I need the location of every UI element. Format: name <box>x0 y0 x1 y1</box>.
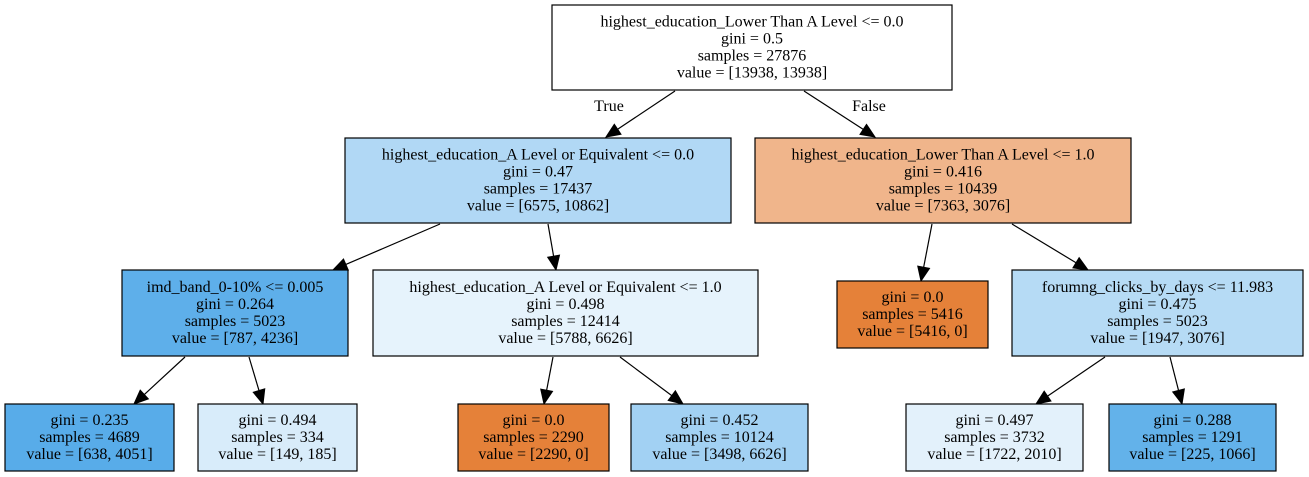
arrow-head <box>1034 390 1052 405</box>
edge-n4-n9 <box>546 356 554 391</box>
node-box <box>4 403 175 472</box>
node-box <box>344 137 732 224</box>
node-stat-line: value = [638, 4051] <box>26 446 152 463</box>
arrow-head <box>859 123 877 138</box>
node-stat-line: samples = 10124 <box>665 429 774 446</box>
node-stat-line: gini = 0.288 <box>1154 412 1232 429</box>
node-stat-line: gini = 0.0 <box>503 412 565 429</box>
node-stat-line: value = [6575, 10862] <box>467 198 609 215</box>
edge-n2-n5 <box>923 223 933 268</box>
node-box <box>1108 403 1277 472</box>
node-stat-line: samples = 27876 <box>698 48 807 65</box>
node-stat-line: value = [149, 185] <box>218 446 336 463</box>
tree-node-root: highest_education_Lower Than A Level <= … <box>551 4 953 91</box>
arrow-head <box>604 123 622 138</box>
arrow-head <box>133 389 150 405</box>
node-split-rule: highest_education_A Level or Equivalent … <box>409 279 721 296</box>
node-stat-line: samples = 1291 <box>1142 429 1243 446</box>
node-box <box>457 403 610 472</box>
node-stat-line: value = [787, 4236] <box>172 330 298 347</box>
tree-node-n2: highest_education_Lower Than A Level <= … <box>754 137 1132 224</box>
node-box <box>1011 269 1304 357</box>
edge-label-true: True <box>594 98 624 115</box>
node-split-rule: imd_band_0-10% <= 0.005 <box>147 279 324 296</box>
node-stat-line: gini = 0.47 <box>503 164 573 181</box>
tree-node-n4: highest_education_A Level or Equivalent … <box>372 269 759 357</box>
edge-n3-n7 <box>143 356 186 395</box>
arrow-head <box>1072 256 1090 271</box>
node-stat-line: gini = 0.494 <box>239 412 317 429</box>
edge-n1-n3 <box>345 223 441 266</box>
node-stat-line: value = [225, 1066] <box>1129 446 1255 463</box>
node-stat-line: samples = 5023 <box>1107 313 1208 330</box>
node-stat-line: value = [1947, 3076] <box>1090 330 1224 347</box>
node-box <box>121 269 349 357</box>
node-stat-line: gini = 0.452 <box>681 412 759 429</box>
node-stat-line: samples = 334 <box>231 429 324 446</box>
node-split-rule: highest_education_A Level or Equivalent … <box>382 147 694 164</box>
arrow-head <box>252 388 266 406</box>
edge-n3-n8 <box>248 356 260 391</box>
node-stat-line: samples = 4689 <box>39 429 140 446</box>
edge-label-false: False <box>852 98 886 115</box>
node-stat-line: samples = 12414 <box>511 313 620 330</box>
node-split-rule: highest_education_Lower Than A Level <= … <box>600 14 903 31</box>
node-stat-line: gini = 0.0 <box>882 289 944 306</box>
arrow-head <box>667 389 685 405</box>
node-stat-line: samples = 17437 <box>484 181 593 198</box>
arrow-head <box>546 254 561 272</box>
node-box <box>630 403 809 472</box>
node-split-rule: highest_education_Lower Than A Level <= … <box>791 147 1094 164</box>
node-box <box>372 269 759 357</box>
node-stat-line: gini = 0.498 <box>527 296 605 313</box>
node-stat-line: gini = 0.497 <box>956 412 1034 429</box>
tree-node-n1: highest_education_A Level or Equivalent … <box>344 137 732 224</box>
node-stat-line: value = [2290, 0] <box>478 446 588 463</box>
node-box <box>754 137 1132 224</box>
node-stat-line: value = [13938, 13938] <box>677 65 827 82</box>
node-stat-line: gini = 0.475 <box>1119 296 1197 313</box>
node-stat-line: value = [7363, 3076] <box>876 198 1010 215</box>
node-stat-line: samples = 2290 <box>483 429 584 446</box>
node-stat-line: gini = 0.264 <box>196 296 274 313</box>
node-stat-line: gini = 0.416 <box>904 164 982 181</box>
node-stat-line: samples = 5416 <box>862 306 963 323</box>
node-stat-line: value = [5788, 6626] <box>498 330 632 347</box>
node-box <box>197 403 358 472</box>
edge-n6-n11 <box>1047 356 1106 397</box>
edge-n1-n4 <box>547 223 555 257</box>
node-stat-line: samples = 10439 <box>889 181 998 198</box>
node-stat-line: value = [1722, 2010] <box>927 446 1061 463</box>
node-box <box>551 4 953 91</box>
node-stat-line: samples = 3732 <box>944 429 1045 446</box>
arrow-head <box>331 258 349 271</box>
nodes-layer: highest_education_Lower Than A Level <= … <box>4 4 1304 472</box>
edge-root-n1 <box>617 90 676 130</box>
edge-root-n2 <box>803 90 864 130</box>
node-box <box>905 403 1084 472</box>
edge-n6-n12 <box>1169 356 1180 391</box>
node-split-rule: forumng_clicks_by_days <= 11.983 <box>1042 279 1273 296</box>
node-stat-line: samples = 5023 <box>185 313 286 330</box>
edge-n2-n6 <box>1011 223 1077 264</box>
node-stat-line: gini = 0.235 <box>51 412 129 429</box>
arrow-head <box>540 388 554 406</box>
arrow-head <box>917 265 931 283</box>
arrow-head <box>1171 388 1185 406</box>
edge-n4-n10 <box>619 356 673 397</box>
node-box <box>836 280 989 349</box>
node-stat-line: gini = 0.5 <box>721 31 783 48</box>
node-stat-line: value = [3498, 6626] <box>652 446 786 463</box>
node-stat-line: value = [5416, 0] <box>857 323 967 340</box>
